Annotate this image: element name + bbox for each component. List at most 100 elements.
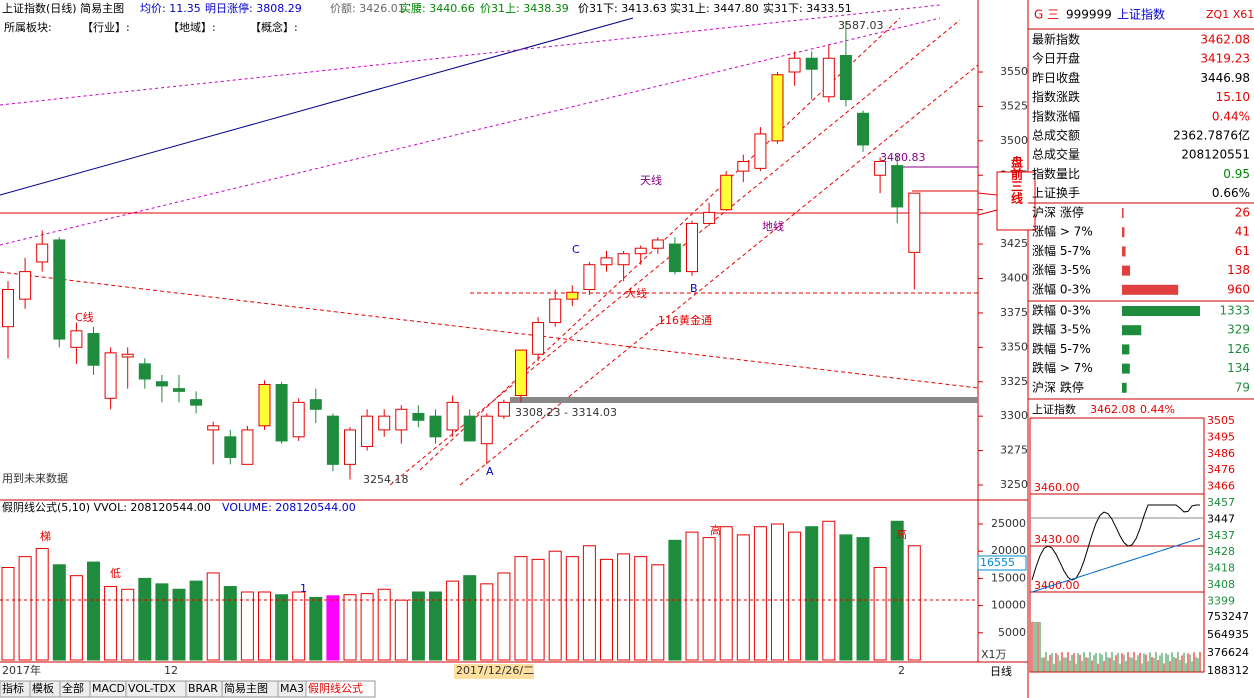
candle-body [480,415,493,445]
support-band [510,397,978,403]
mini-tick: 3486 [1207,447,1235,460]
header-item: 上证指数(日线) 简易主图 [2,1,124,15]
mini-tick: 3408 [1207,578,1235,591]
breadth-bar [1122,363,1130,374]
tab-label[interactable]: 指标 [2,681,24,695]
mini-level-label: 3400.00 [1034,579,1080,592]
volume-bar [582,545,596,661]
y-tick-label: 3400 [1000,272,1028,285]
quote-label: 总成交量 [1032,147,1080,162]
annotation: 3480.83 [880,151,926,164]
volume-bar [736,534,750,661]
volume-label: 1 [300,582,307,595]
x-tick-label: 2017年 [2,663,41,677]
volume-bar [805,526,819,661]
candle-body [617,253,630,266]
mini-avg [1031,537,1201,593]
quote-label: 最新指数 [1032,32,1080,47]
volume-bar [856,537,870,661]
quote-label: 指数量比 [1032,166,1080,181]
candle-body [190,399,203,406]
cursor-box [977,555,1027,571]
candle-body [121,353,134,358]
volume-bar [685,531,699,661]
annotation: 大线 [625,286,647,300]
mini-tick: 3476 [1207,463,1235,476]
candle-body [429,415,442,438]
volume-bar [873,567,887,661]
volume-bar [634,556,648,661]
volume-bar [206,572,220,661]
header-item: 价31下: 3413.63 [578,2,667,15]
y-tick-label: 3350 [1000,340,1028,353]
volume-bar [719,526,733,661]
y-tick-label: 3525 [1000,99,1028,112]
candle-body [805,57,818,70]
candle-body [70,330,83,348]
sector-label: 【行业】: [82,21,130,34]
candle-body [668,243,681,273]
panel-tag: ZQ1 X61 [1206,8,1254,21]
channel-line [459,64,979,486]
candle-body [686,222,698,273]
y-tick-label: 3550 [1000,65,1028,78]
y-tick-label: 20000 [991,544,1026,557]
header-item: 价31上: 3438.39 [480,2,569,15]
tab-label[interactable]: 假阴线公式 [308,681,363,695]
breadth-value: 26 [1235,206,1250,220]
volume-bar [309,596,323,661]
mini-vol-tick: 564935 [1207,628,1249,641]
volume-title: VOLUME: 208120544.00 [222,501,356,514]
mini-tick: 3495 [1207,430,1235,443]
candle-body [241,429,254,465]
breadth-bar [1122,306,1200,316]
candle-body [703,211,716,224]
candle-body [566,291,579,300]
tab-label[interactable]: VOL-TDX [128,682,176,695]
candle-body [104,352,117,399]
volume-bar [514,556,528,661]
tab-label[interactable]: 模板 [32,681,54,695]
panel-prefix: G 三 [1034,8,1059,22]
tab-label[interactable]: 简易主图 [224,681,268,695]
volume-bar [155,583,169,661]
candle-body [326,415,339,465]
tab-label[interactable]: 全部 [62,681,84,695]
quote-label: 指数涨跌 [1032,89,1080,104]
y-tick-label: 5000 [998,626,1026,639]
mini-title: 上证指数 [1032,402,1076,416]
quote-value: 15.10 [1216,90,1250,104]
breadth-value: 41 [1235,225,1250,239]
mini-tick: 3457 [1207,496,1235,509]
x-tick-label: 2017/12/26/二 [456,664,534,677]
candle-body [395,408,408,431]
volume-bar [292,591,306,661]
volume-bar [788,531,802,661]
breadth-label: 跌幅 > 7% [1032,360,1093,375]
breadth-bar [1122,208,1124,218]
candle-body [720,174,733,211]
panel-code: 999999 [1066,8,1112,22]
breadth-bar [1122,246,1126,257]
sector-label: 所属板块: [4,20,52,34]
volume-bar [343,594,357,661]
candle-body [412,412,425,421]
volume-title: 假阴线公式(5,10) VVOL: 208120544.00 [2,500,211,514]
breadth-label: 跌幅 5-7% [1032,341,1091,356]
tab-label[interactable]: BRAR [188,682,218,695]
annotation: C [572,243,580,256]
candle-body [497,401,510,417]
volume-bar [360,593,374,661]
y-tick-label: 3250 [1000,478,1028,491]
volume-bar [429,591,442,661]
tab-label[interactable]: MA3 [280,682,304,695]
quote-value: 3462.08 [1200,33,1250,47]
x-tick-label: 12 [164,664,178,677]
volume-bar [52,564,66,661]
volume-bar [138,577,152,661]
tab-label[interactable]: MACD [92,682,125,695]
panel-name: 上证指数 [1117,7,1165,22]
volume-bar [890,520,904,661]
volume-bar [651,564,665,661]
tab[interactable] [305,680,376,698]
